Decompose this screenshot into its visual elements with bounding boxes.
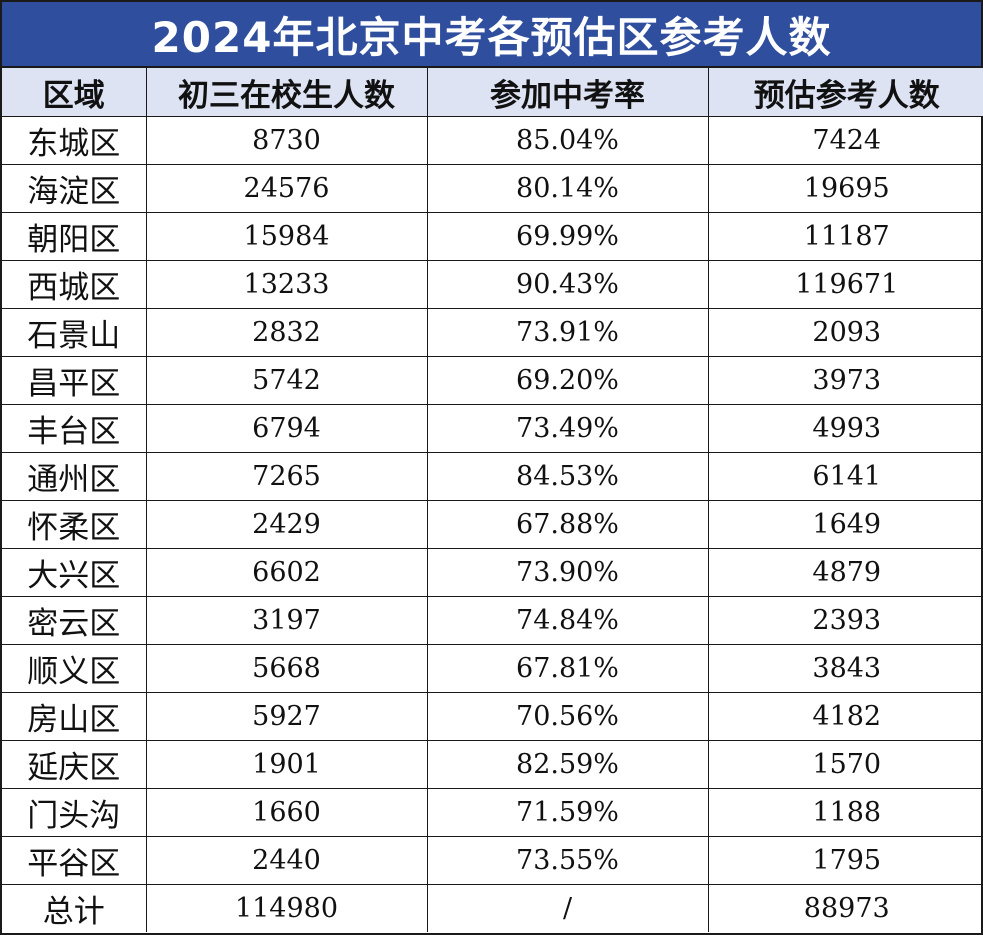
district-cell: 延庆区 — [2, 740, 147, 789]
estimate-cell: 4993 — [707, 404, 983, 453]
students-cell: 24576 — [145, 164, 428, 213]
estimate-cell: 3973 — [707, 356, 983, 405]
table-row: 顺义区 5668 67.81% 3843 — [2, 644, 983, 693]
rate-cell: 69.20% — [426, 356, 709, 405]
district-cell: 房山区 — [2, 692, 147, 741]
district-table: 区域 初三在校生人数 参加中考率 预估参考人数 东城区 8730 85.04% … — [2, 68, 983, 932]
district-cell: 怀柔区 — [2, 500, 147, 549]
total-students-cell: 114980 — [145, 884, 428, 932]
estimate-cell: 119671 — [707, 260, 983, 309]
table-row: 石景山 2832 73.91% 2093 — [2, 308, 983, 357]
estimate-cell: 7424 — [707, 116, 983, 165]
students-cell: 6602 — [145, 548, 428, 597]
estimate-cell: 1188 — [707, 788, 983, 837]
table-row: 海淀区 24576 80.14% 19695 — [2, 164, 983, 213]
estimate-cell: 4879 — [707, 548, 983, 597]
estimate-cell: 6141 — [707, 452, 983, 501]
district-cell: 西城区 — [2, 260, 147, 309]
rate-cell: 90.43% — [426, 260, 709, 309]
students-cell: 6794 — [145, 404, 428, 453]
students-cell: 1901 — [145, 740, 428, 789]
district-cell: 海淀区 — [2, 164, 147, 213]
total-row: 总计 114980 / 88973 — [2, 884, 983, 932]
header-rate: 参加中考率 — [426, 68, 709, 117]
estimate-cell: 2093 — [707, 308, 983, 357]
students-cell: 7265 — [145, 452, 428, 501]
table-row: 朝阳区 15984 69.99% 11187 — [2, 212, 983, 261]
estimate-cell: 4182 — [707, 692, 983, 741]
rate-cell: 67.88% — [426, 500, 709, 549]
district-cell: 丰台区 — [2, 404, 147, 453]
students-cell: 2832 — [145, 308, 428, 357]
total-estimate-cell: 88973 — [707, 884, 983, 932]
table-row: 门头沟 1660 71.59% 1188 — [2, 788, 983, 837]
estimate-cell: 11187 — [707, 212, 983, 261]
estimate-cell: 2393 — [707, 596, 983, 645]
students-cell: 15984 — [145, 212, 428, 261]
rate-cell: 74.84% — [426, 596, 709, 645]
students-cell: 5668 — [145, 644, 428, 693]
rate-cell: 70.56% — [426, 692, 709, 741]
table-row: 昌平区 5742 69.20% 3973 — [2, 356, 983, 405]
total-label-cell: 总计 — [2, 884, 147, 932]
table-row: 密云区 3197 74.84% 2393 — [2, 596, 983, 645]
header-row: 区域 初三在校生人数 参加中考率 预估参考人数 — [2, 68, 983, 117]
table-row: 延庆区 1901 82.59% 1570 — [2, 740, 983, 789]
rate-cell: 84.53% — [426, 452, 709, 501]
district-cell: 平谷区 — [2, 836, 147, 885]
students-cell: 5927 — [145, 692, 428, 741]
students-cell: 2429 — [145, 500, 428, 549]
rate-cell: 67.81% — [426, 644, 709, 693]
rate-cell: 69.99% — [426, 212, 709, 261]
rate-cell: 73.49% — [426, 404, 709, 453]
estimate-cell: 1649 — [707, 500, 983, 549]
estimate-cell: 1570 — [707, 740, 983, 789]
estimate-cell: 3843 — [707, 644, 983, 693]
students-cell: 1660 — [145, 788, 428, 837]
students-cell: 2440 — [145, 836, 428, 885]
header-district: 区域 — [2, 68, 147, 117]
district-cell: 东城区 — [2, 116, 147, 165]
table-row: 西城区 13233 90.43% 119671 — [2, 260, 983, 309]
table-row: 丰台区 6794 73.49% 4993 — [2, 404, 983, 453]
rate-cell: 71.59% — [426, 788, 709, 837]
table-row: 房山区 5927 70.56% 4182 — [2, 692, 983, 741]
students-cell: 3197 — [145, 596, 428, 645]
estimate-cell: 1795 — [707, 836, 983, 885]
students-cell: 5742 — [145, 356, 428, 405]
rate-cell: 73.55% — [426, 836, 709, 885]
district-cell: 通州区 — [2, 452, 147, 501]
students-cell: 13233 — [145, 260, 428, 309]
rate-cell: 85.04% — [426, 116, 709, 165]
total-rate-cell: / — [426, 884, 709, 932]
district-cell: 顺义区 — [2, 644, 147, 693]
district-cell: 门头沟 — [2, 788, 147, 837]
table-row: 东城区 8730 85.04% 7424 — [2, 116, 983, 165]
district-cell: 大兴区 — [2, 548, 147, 597]
district-cell: 昌平区 — [2, 356, 147, 405]
table-row: 怀柔区 2429 67.88% 1649 — [2, 500, 983, 549]
header-students: 初三在校生人数 — [145, 68, 428, 117]
district-cell: 朝阳区 — [2, 212, 147, 261]
estimate-cell: 19695 — [707, 164, 983, 213]
table-row: 平谷区 2440 73.55% 1795 — [2, 836, 983, 885]
page-title: 2024年北京中考各预估区参考人数 — [2, 2, 981, 68]
rate-cell: 73.90% — [426, 548, 709, 597]
table-row: 大兴区 6602 73.90% 4879 — [2, 548, 983, 597]
district-cell: 石景山 — [2, 308, 147, 357]
students-cell: 8730 — [145, 116, 428, 165]
header-estimate: 预估参考人数 — [707, 68, 983, 117]
district-cell: 密云区 — [2, 596, 147, 645]
rate-cell: 82.59% — [426, 740, 709, 789]
rate-cell: 73.91% — [426, 308, 709, 357]
table-row: 通州区 7265 84.53% 6141 — [2, 452, 983, 501]
rate-cell: 80.14% — [426, 164, 709, 213]
